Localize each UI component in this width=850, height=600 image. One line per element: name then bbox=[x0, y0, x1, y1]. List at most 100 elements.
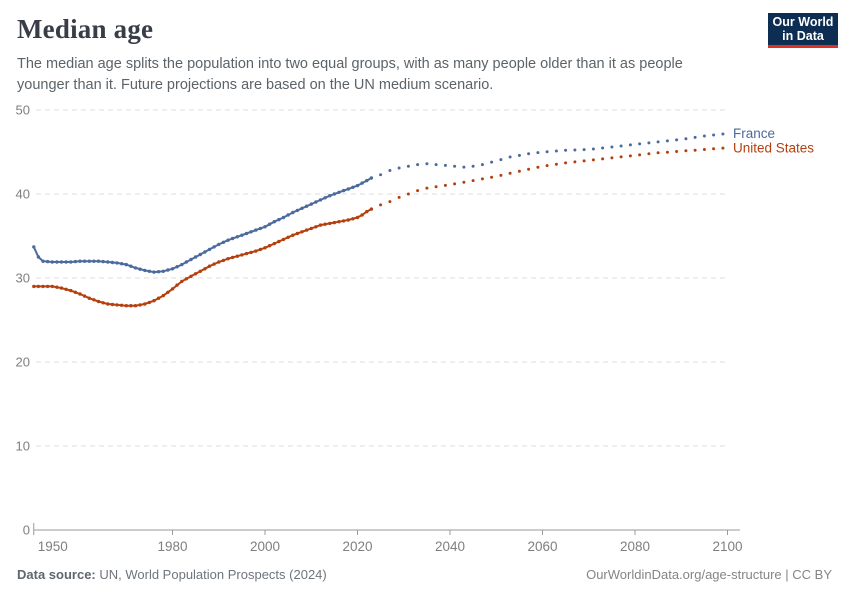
projection-point-france bbox=[471, 164, 475, 168]
series-label-united-states[interactable]: United States bbox=[733, 140, 814, 155]
x-tick-label: 2100 bbox=[712, 539, 742, 554]
data-point-united-states bbox=[45, 284, 50, 289]
projection-point-united-states bbox=[480, 177, 484, 181]
data-point-united-states bbox=[138, 303, 142, 307]
projection-point-france bbox=[490, 160, 494, 164]
data-point-united-states bbox=[156, 296, 161, 300]
projection-point-united-states bbox=[702, 148, 706, 151]
projection-point-france bbox=[480, 163, 484, 167]
projection-point-france bbox=[573, 148, 577, 152]
series-label-france[interactable]: France bbox=[733, 126, 775, 141]
projection-point-france bbox=[545, 150, 549, 154]
data-point-france bbox=[96, 259, 101, 263]
data-point-france bbox=[138, 267, 142, 271]
projection-point-france bbox=[647, 141, 651, 145]
projection-point-france bbox=[554, 149, 558, 153]
projection-point-united-states bbox=[721, 146, 725, 150]
data-point-united-states bbox=[369, 207, 374, 211]
data-point-united-states bbox=[355, 215, 360, 220]
data-point-united-states bbox=[212, 262, 216, 266]
projection-point-united-states bbox=[656, 151, 660, 155]
data-point-united-states bbox=[263, 246, 267, 250]
data-point-united-states bbox=[295, 231, 300, 236]
data-point-united-states bbox=[82, 294, 87, 298]
data-point-france bbox=[221, 240, 226, 244]
data-point-france bbox=[175, 265, 179, 269]
x-tick-label: 2060 bbox=[527, 539, 557, 554]
projection-point-france bbox=[619, 144, 623, 148]
data-point-france bbox=[258, 226, 263, 231]
data-point-france bbox=[207, 247, 212, 252]
projection-point-united-states bbox=[564, 161, 568, 165]
data-point-france bbox=[365, 178, 369, 183]
data-point-france bbox=[323, 196, 327, 200]
data-point-france bbox=[115, 261, 119, 265]
data-point-united-states bbox=[240, 253, 244, 257]
projection-point-united-states bbox=[471, 179, 475, 183]
data-point-france bbox=[124, 262, 128, 267]
data-point-france bbox=[143, 268, 147, 273]
projection-point-france bbox=[628, 143, 632, 147]
chart-subtitle: The median age splits the population int… bbox=[17, 54, 757, 96]
x-tick-label: 1980 bbox=[157, 539, 187, 554]
projection-point-united-states bbox=[684, 149, 688, 153]
data-point-united-states bbox=[235, 254, 239, 258]
data-point-france bbox=[166, 268, 170, 272]
data-point-united-states bbox=[337, 220, 341, 224]
data-point-united-states bbox=[50, 284, 54, 289]
data-point-france bbox=[55, 260, 59, 264]
data-point-france bbox=[189, 257, 193, 262]
data-point-united-states bbox=[328, 221, 332, 226]
data-point-united-states bbox=[365, 209, 369, 214]
data-point-united-states bbox=[78, 292, 82, 296]
data-point-france bbox=[314, 200, 318, 204]
data-point-united-states bbox=[277, 239, 281, 244]
data-source: Data source: UN, World Population Prospe… bbox=[17, 567, 327, 582]
projection-point-united-states bbox=[610, 156, 614, 160]
data-point-france bbox=[355, 183, 360, 188]
data-point-united-states bbox=[110, 302, 115, 307]
data-point-united-states bbox=[73, 290, 78, 294]
owid-logo[interactable]: Our World in Data bbox=[768, 13, 838, 48]
projection-point-united-states bbox=[453, 182, 457, 186]
data-point-united-states bbox=[249, 250, 253, 255]
data-point-united-states bbox=[69, 288, 73, 293]
data-point-france bbox=[304, 204, 309, 208]
projection-point-france bbox=[379, 173, 383, 177]
data-source-text: UN, World Population Prospects (2024) bbox=[95, 567, 327, 582]
data-point-france bbox=[45, 259, 50, 264]
data-point-united-states bbox=[198, 269, 202, 273]
subtitle-line-1: The median age splits the population int… bbox=[17, 56, 683, 72]
data-point-france bbox=[198, 252, 202, 257]
data-point-france bbox=[50, 260, 54, 264]
data-point-france bbox=[281, 215, 286, 220]
projection-point-france bbox=[406, 164, 410, 168]
data-point-united-states bbox=[92, 298, 96, 302]
credit-link[interactable]: OurWorldinData.org/age-structure | CC BY bbox=[586, 567, 832, 582]
data-point-united-states bbox=[184, 277, 189, 281]
projection-point-france bbox=[453, 164, 457, 168]
projection-point-united-states bbox=[499, 173, 503, 177]
data-point-france bbox=[318, 198, 323, 202]
data-point-france bbox=[212, 245, 216, 249]
chart-footer: Data source: UN, World Population Prospe… bbox=[17, 567, 832, 582]
x-tick-label: 2080 bbox=[620, 539, 650, 554]
data-point-france bbox=[73, 259, 78, 264]
projection-point-united-states bbox=[462, 180, 466, 184]
data-point-united-states bbox=[226, 257, 230, 261]
data-source-label: Data source: bbox=[17, 567, 96, 582]
data-point-france bbox=[32, 245, 36, 249]
data-point-united-states bbox=[300, 230, 304, 234]
x-tick-label: 2040 bbox=[435, 539, 465, 554]
owid-logo-line-1: Our World bbox=[772, 15, 834, 29]
projection-point-france bbox=[527, 152, 531, 156]
data-point-france bbox=[152, 270, 156, 274]
data-point-united-states bbox=[96, 299, 101, 304]
y-tick-label: 0 bbox=[23, 523, 30, 538]
y-tick-label: 20 bbox=[16, 355, 30, 370]
x-tick-label: 1950 bbox=[38, 539, 68, 554]
data-point-united-states bbox=[119, 303, 124, 307]
page-title: Median age bbox=[17, 14, 154, 44]
projection-point-france bbox=[684, 137, 688, 141]
